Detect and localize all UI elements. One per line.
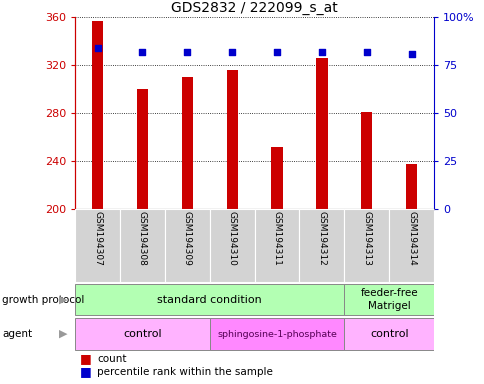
Point [407, 51, 415, 57]
Bar [92, 21, 103, 209]
Text: control: control [123, 329, 162, 339]
Point [228, 49, 236, 55]
Text: growth protocol: growth protocol [2, 295, 85, 305]
Bar [165, 209, 209, 282]
Text: standard condition: standard condition [157, 295, 261, 305]
Text: ▶: ▶ [59, 295, 67, 305]
Title: GDS2832 / 222099_s_at: GDS2832 / 222099_s_at [171, 1, 337, 15]
Text: percentile rank within the sample: percentile rank within the sample [97, 367, 272, 377]
Bar [120, 209, 165, 282]
Bar [209, 209, 254, 282]
Point [272, 49, 280, 55]
Bar [344, 318, 433, 350]
Text: GSM194308: GSM194308 [137, 212, 147, 266]
Text: GSM194314: GSM194314 [406, 212, 415, 266]
Text: GSM194311: GSM194311 [272, 212, 281, 266]
Text: control: control [369, 329, 408, 339]
Bar [388, 209, 433, 282]
Text: GSM194310: GSM194310 [227, 212, 236, 266]
Bar [405, 164, 416, 209]
Bar [299, 209, 344, 282]
Point [138, 49, 146, 55]
Text: GSM194312: GSM194312 [317, 212, 326, 266]
Bar [75, 209, 120, 282]
Text: GSM194309: GSM194309 [182, 212, 192, 266]
Point [318, 49, 325, 55]
Text: sphingosine-1-phosphate: sphingosine-1-phosphate [217, 329, 336, 339]
Point [93, 45, 101, 51]
Text: count: count [97, 354, 126, 364]
Bar [226, 70, 237, 209]
Text: GSM194313: GSM194313 [362, 212, 371, 266]
Bar [75, 318, 209, 350]
Text: ▶: ▶ [59, 329, 67, 339]
Bar [344, 209, 388, 282]
Bar [136, 89, 148, 209]
Point [362, 49, 370, 55]
Text: agent: agent [2, 329, 32, 339]
Bar [271, 147, 282, 209]
Bar [361, 112, 372, 209]
Bar [316, 58, 327, 209]
Text: feeder-free
Matrigel: feeder-free Matrigel [360, 288, 417, 311]
Bar [254, 209, 299, 282]
Bar [182, 77, 193, 209]
Text: ■: ■ [80, 353, 91, 366]
Point [183, 49, 191, 55]
Bar [75, 284, 344, 315]
Bar [209, 318, 344, 350]
Bar [344, 284, 433, 315]
Text: ■: ■ [80, 365, 91, 378]
Text: GSM194307: GSM194307 [93, 212, 102, 266]
